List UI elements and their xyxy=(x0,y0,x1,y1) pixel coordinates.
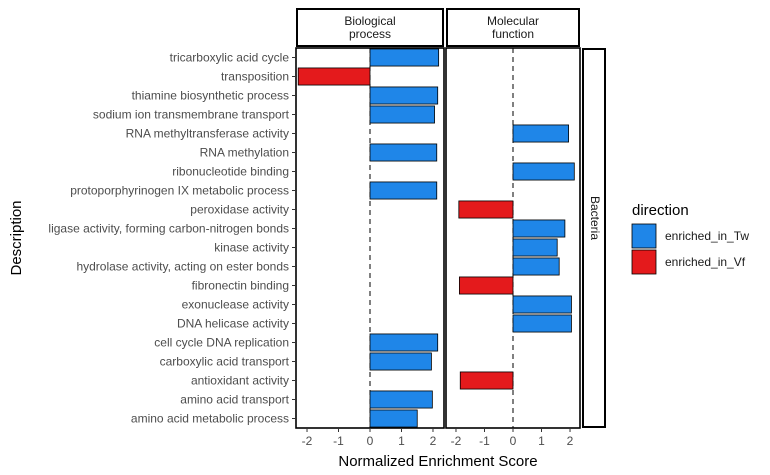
bar-4 xyxy=(512,124,569,143)
x-tick-label-0-3: 1 xyxy=(398,434,405,448)
bar-18 xyxy=(369,390,433,409)
facet-strip-label-0: Biological process xyxy=(344,14,395,41)
y-tick-label-12: fibronectin binding xyxy=(192,279,289,293)
y-tick-label-0: tricarboxylic acid cycle xyxy=(170,51,290,65)
x-tick-label-0-4: 2 xyxy=(430,434,437,448)
x-tick-label-1-0: -2 xyxy=(451,434,462,448)
y-tick-label-1: transposition xyxy=(221,70,289,84)
bar-2 xyxy=(369,86,439,105)
x-tick-label-1-2: 0 xyxy=(510,434,517,448)
x-tick-label-0-0: -2 xyxy=(302,434,313,448)
y-tick-label-15: cell cycle DNA replication xyxy=(154,336,289,350)
x-tick-label-1-3: 1 xyxy=(538,434,545,448)
row-strip-label: Bacteria xyxy=(588,196,602,240)
bar-9 xyxy=(512,219,566,238)
y-tick-label-19: amino acid metabolic process xyxy=(131,412,289,426)
y-tick-label-14: DNA helicase activity xyxy=(177,317,289,331)
bar-6 xyxy=(512,162,575,181)
y-tick-label-10: kinase activity xyxy=(214,241,289,255)
y-tick-label-2: thiamine biosynthetic process xyxy=(132,89,289,103)
y-axis-title: Description xyxy=(8,200,25,275)
x-axis-title: Normalized Enrichment Score xyxy=(338,453,537,470)
bar-16 xyxy=(369,352,432,371)
bar-15 xyxy=(369,333,439,352)
y-tick-label-8: peroxidase activity xyxy=(190,203,289,217)
bar-12 xyxy=(458,276,514,295)
bar-0 xyxy=(369,48,440,67)
bar-8 xyxy=(458,200,514,219)
y-tick-label-4: RNA methyltransferase activity xyxy=(126,127,289,141)
legend-title: direction xyxy=(632,202,689,219)
bar-11 xyxy=(512,257,560,276)
bar-17 xyxy=(459,371,514,390)
y-tick-label-17: antioxidant activity xyxy=(191,374,289,388)
bar-1 xyxy=(297,67,371,86)
x-tick-label-0-1: -1 xyxy=(333,434,344,448)
y-tick-label-11: hydrolase activity, acting on ester bond… xyxy=(76,260,289,274)
bar-10 xyxy=(512,238,558,257)
y-tick-label-16: carboxylic acid transport xyxy=(160,355,290,369)
y-tick-label-3: sodium ion transmembrane transport xyxy=(93,108,290,122)
row-strip xyxy=(582,48,606,428)
x-tick-label-1-1: -1 xyxy=(479,434,490,448)
facet-strip-1 xyxy=(446,8,580,47)
bar-7 xyxy=(369,181,438,200)
y-tick-label-9: ligase activity, forming carbon-nitrogen… xyxy=(48,222,289,236)
bar-13 xyxy=(512,295,572,314)
y-tick-label-13: exonuclease activity xyxy=(182,298,289,312)
y-tick-label-5: RNA methylation xyxy=(200,146,289,160)
bar-14 xyxy=(512,314,572,333)
legend-key-1 xyxy=(631,249,657,275)
legend-key-0 xyxy=(631,223,657,249)
x-tick-label-1-4: 2 xyxy=(567,434,574,448)
facet-strip-0 xyxy=(296,8,444,47)
bar-3 xyxy=(369,105,435,124)
legend-label-1: enriched_in_Vf xyxy=(665,255,746,269)
y-tick-label-18: amino acid transport xyxy=(180,393,289,407)
legend-label-0: enriched_in_Tw xyxy=(665,229,749,243)
facet-strip-label-1: Molecular function xyxy=(487,14,539,41)
bar-19 xyxy=(369,409,418,428)
x-tick-label-0-2: 0 xyxy=(367,434,374,448)
y-tick-label-7: protoporphyrinogen IX metabolic process xyxy=(70,184,289,198)
bar-5 xyxy=(369,143,438,162)
y-tick-label-6: ribonucleotide binding xyxy=(172,165,289,179)
